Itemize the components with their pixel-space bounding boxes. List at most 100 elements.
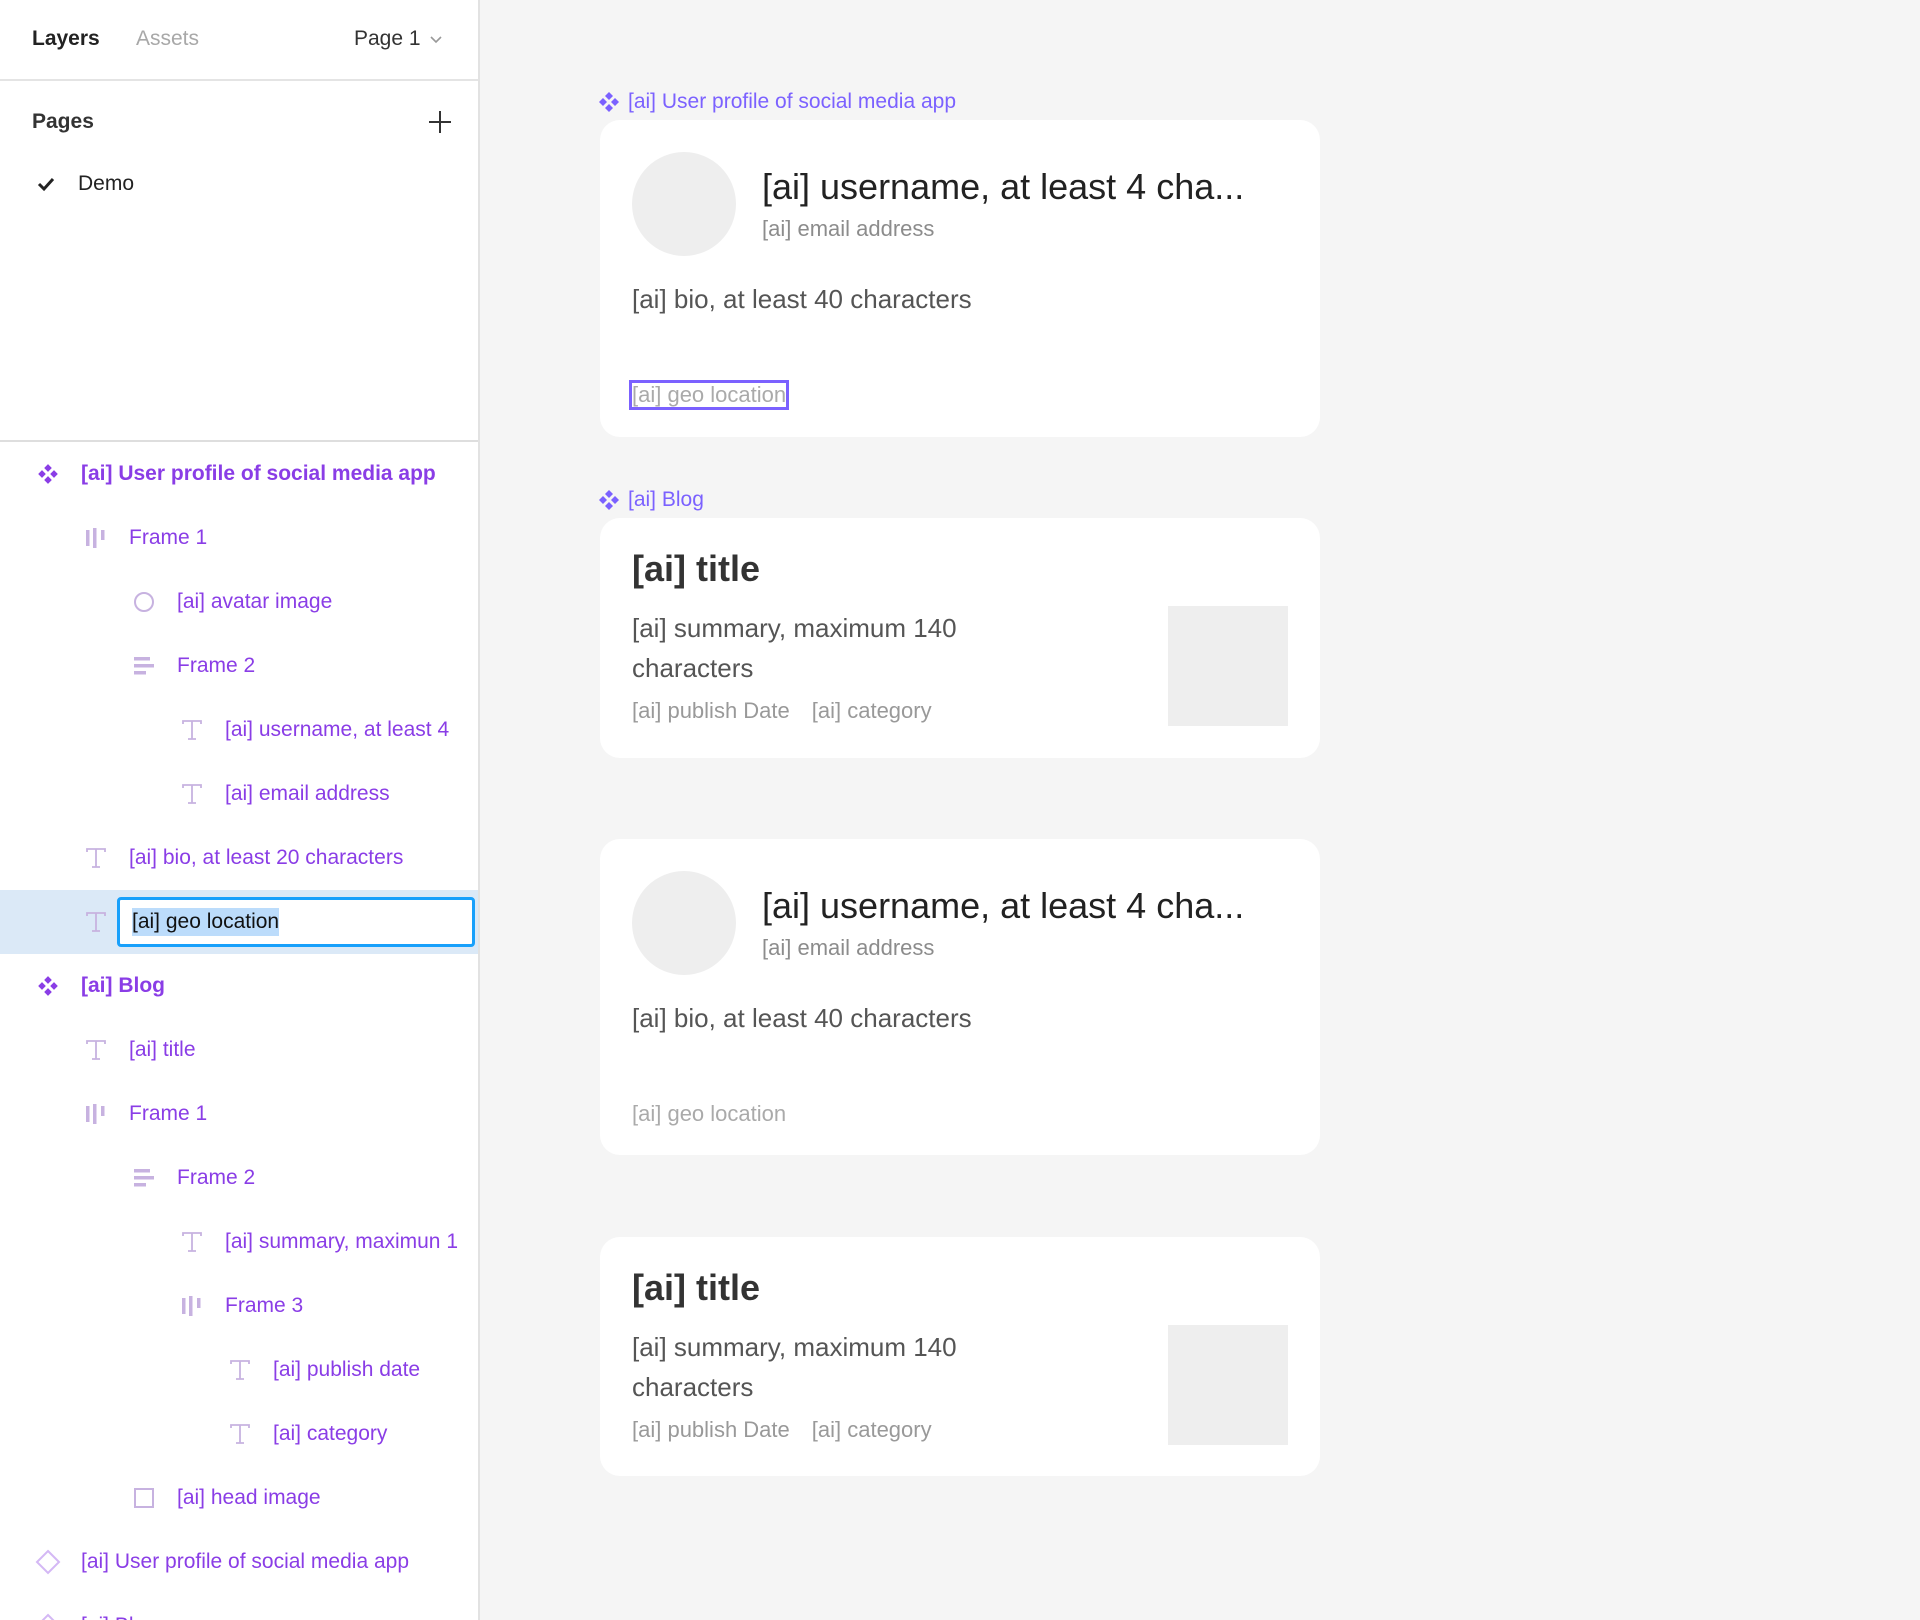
layer-item[interactable]: [ai] User profile of social media app <box>0 442 478 506</box>
text-icon <box>226 1420 254 1448</box>
layer-label: Frame 2 <box>177 1166 256 1189</box>
layer-item[interactable]: Frame 3 <box>0 1274 478 1338</box>
layer-rename-text: [ai] geo location <box>132 908 280 936</box>
text-icon <box>226 1356 254 1384</box>
page-selector-label: Page 1 <box>354 27 421 50</box>
username: [ai] username, at least 4 cha... <box>762 885 1245 926</box>
geo-location[interactable]: [ai] geo location <box>628 380 790 410</box>
text-icon <box>178 1228 206 1256</box>
layer-item[interactable]: Frame 1 <box>0 506 478 570</box>
blog-meta: [ai] publish Date [ai] category <box>632 698 932 724</box>
component-icon <box>34 972 62 1000</box>
email: [ai] email address <box>762 935 935 960</box>
add-page-button[interactable] <box>426 108 454 136</box>
vertical-autolayout-icon <box>130 1164 158 1192</box>
component-icon <box>599 490 619 510</box>
layer-item[interactable]: [ai] Blog <box>0 954 478 1018</box>
blog-card[interactable]: [ai] title [ai] summary, maximum 140 cha… <box>600 518 1320 758</box>
tab-layers[interactable]: Layers <box>32 27 100 50</box>
text-icon <box>82 1036 110 1064</box>
publish-date: [ai] publish Date <box>632 1417 790 1442</box>
layer-label: [ai] email address <box>225 782 390 805</box>
layer-label: [ai] head image <box>177 1486 321 1509</box>
layer-label: [ai] avatar image <box>177 590 333 613</box>
horizontal-autolayout-icon <box>178 1292 206 1320</box>
text-icon <box>178 716 206 744</box>
layer-label: Frame 2 <box>177 654 256 677</box>
layer-label: [ai] User profile of social media app <box>81 462 436 485</box>
category: [ai] category <box>811 1417 932 1442</box>
layer-item[interactable]: Frame 2 <box>0 1146 478 1210</box>
pages-heading: Pages <box>32 110 94 133</box>
layer-item[interactable]: [ai] avatar image <box>0 570 478 634</box>
layer-label: Frame 1 <box>129 526 208 549</box>
avatar <box>632 152 736 256</box>
component-icon <box>34 460 62 488</box>
username: [ai] username, at least 4 cha... <box>762 166 1245 207</box>
layer-label: [ai] title <box>129 1038 196 1061</box>
blog-title: [ai] title <box>632 548 761 589</box>
text-icon <box>82 908 110 936</box>
layer-label: Frame 1 <box>129 1102 208 1125</box>
layer-item[interactable]: Frame 1 <box>0 1082 478 1146</box>
avatar <box>632 871 736 975</box>
profile-card[interactable]: [ai] username, at least 4 cha... [ai] em… <box>600 120 1320 437</box>
head-image <box>1168 1325 1288 1445</box>
instance-icon <box>34 1612 62 1620</box>
layer-item[interactable]: [ai] head image <box>0 1466 478 1530</box>
text-icon <box>82 844 110 872</box>
layer-item[interactable]: [ai] bio, at least 20 characters <box>0 826 478 890</box>
layer-label: [ai] category <box>273 1422 388 1445</box>
frame-label-profile[interactable]: [ai] User profile of social media app <box>598 90 956 114</box>
layer-label: Frame 3 <box>225 1294 304 1317</box>
layer-label: [ai] Blog <box>81 974 165 997</box>
layer-label: [ai] User profile of social media app <box>81 1550 409 1573</box>
layer-item[interactable]: [ai] User profile of social media app <box>0 1530 478 1594</box>
rectangle-icon <box>130 1484 158 1512</box>
instance-icon <box>34 1548 62 1576</box>
layer-label: [ai] summary, maximun 1 <box>225 1230 458 1253</box>
category: [ai] category <box>811 698 932 723</box>
layer-item[interactable]: [ai] geo location <box>0 890 478 954</box>
horizontal-autolayout-icon <box>82 1100 110 1128</box>
bio: [ai] bio, at least 40 characters <box>632 1003 972 1033</box>
vertical-autolayout-icon <box>130 652 158 680</box>
text-icon <box>178 780 206 808</box>
layer-item[interactable]: Frame 2 <box>0 634 478 698</box>
geo-location: [ai] geo location <box>632 1101 787 1126</box>
component-icon <box>599 92 619 112</box>
layer-label: [ai] username, at least 4 <box>225 718 450 741</box>
blog-summary: [ai] summary, maximum 140 characters <box>632 1332 957 1402</box>
tab-assets[interactable]: Assets <box>136 27 200 50</box>
layer-item[interactable]: [ai] Bl <box>0 1594 478 1620</box>
blog-meta: [ai] publish Date [ai] category <box>632 1417 932 1443</box>
horizontal-autolayout-icon <box>82 524 110 552</box>
layer-item[interactable]: [ai] publish date <box>0 1338 478 1402</box>
frame-label-text: [ai] User profile of social media app <box>628 90 956 113</box>
chevron-down-icon <box>429 36 442 44</box>
page-selector[interactable]: Page 1 <box>354 27 443 51</box>
layer-item[interactable]: [ai] username, at least 4 <box>0 698 478 762</box>
frame-label-blog[interactable]: [ai] Blog <box>598 488 704 512</box>
frame-label-text: [ai] Blog <box>628 488 704 511</box>
page-item-demo[interactable]: Demo <box>36 172 134 196</box>
profile-card-instance[interactable]: [ai] username, at least 4 cha... [ai] em… <box>600 839 1320 1155</box>
publish-date: [ai] publish Date <box>632 698 790 723</box>
layer-rename-input[interactable]: [ai] geo location <box>117 897 475 947</box>
layer-item[interactable]: [ai] category <box>0 1402 478 1466</box>
head-image <box>1168 606 1288 726</box>
email: [ai] email address <box>762 216 935 241</box>
blog-summary: [ai] summary, maximum 140 characters <box>632 613 957 683</box>
layer-label: [ai] bio, at least 20 characters <box>129 846 404 869</box>
layer-item[interactable]: [ai] email address <box>0 762 478 826</box>
blog-card-instance[interactable]: [ai] title [ai] summary, maximum 140 cha… <box>600 1237 1320 1476</box>
page-label: Demo <box>78 172 135 195</box>
layer-item[interactable]: [ai] summary, maximun 1 <box>0 1210 478 1274</box>
ellipse-icon <box>130 588 158 616</box>
bio: [ai] bio, at least 40 characters <box>632 284 972 314</box>
divider <box>0 440 478 442</box>
panel-header: Layers Assets Page 1 <box>0 0 478 81</box>
blog-title: [ai] title <box>632 1267 761 1308</box>
layer-label: [ai] Bl <box>81 1614 134 1620</box>
layer-item[interactable]: [ai] title <box>0 1018 478 1082</box>
